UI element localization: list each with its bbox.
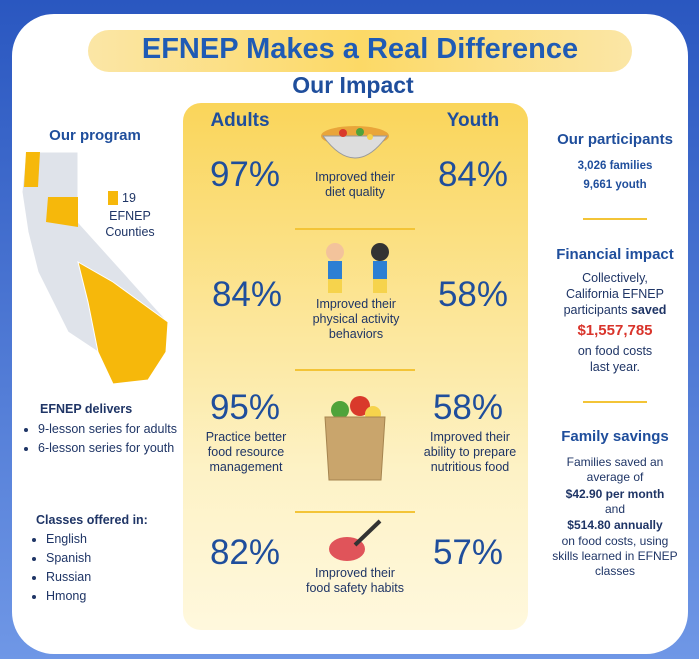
title: EFNEP Makes a Real Difference [141,33,579,65]
subtitle: Our Impact [292,72,414,98]
annual-savings: $514.80 annually [567,518,663,532]
monthly-savings: $42.90 per month [565,487,665,501]
impact-label: Improved their food safety habits [306,566,404,595]
exercise-icon [326,243,389,293]
youth-heading: Youth [446,110,500,131]
financial-text: Collectively, California EFNEP participa… [556,270,674,318]
impact-label: Practice better food resource management [205,430,287,474]
impact-label: Improved their physical activity behavio… [312,297,400,341]
emphasis: saved [630,303,667,317]
divider [583,218,647,220]
youth-percent: 84% [437,155,509,194]
savings-text: Families saved an average of [566,455,664,484]
divider [295,511,415,513]
list-item: 9-lesson series for adults [38,420,178,439]
youth-percent: 58% [437,275,509,314]
youth-count: 9,661 youth [583,179,647,191]
list-item: Hmong [46,587,166,606]
impact-label: Improved their ability to prepare nutrit… [423,430,517,474]
list-item: Russian [46,568,166,587]
savings-amount: $1,557,785 [577,322,653,339]
youth-percent: 57% [432,533,504,572]
adults-heading: Adults [210,110,270,131]
adults-percent: 95% [209,388,281,427]
adults-percent: 97% [209,155,281,194]
participants-heading: Our participants [557,131,673,148]
divider [295,369,415,371]
youth-percent: 58% [432,388,504,427]
thermometer-icon [329,519,382,561]
adults-percent: 82% [209,533,281,572]
divider [295,228,415,230]
list-item: English [46,530,166,549]
delivers-list: 9-lesson series for adults 6-lesson seri… [22,420,178,458]
california-map [21,152,169,385]
legend-swatch [108,191,118,205]
savings-heading: Family savings [561,428,669,445]
title-banner [88,30,632,72]
counties-number: 19 [122,191,136,205]
soup-icon [321,126,389,159]
savings-text: on food costs, using skills learned in E… [552,534,678,578]
adults-percent: 84% [211,275,283,314]
classes-list: English Spanish Russian Hmong [30,530,166,606]
families-count: 3,026 families [577,160,653,172]
list-item: 6-lesson series for youth [38,439,178,458]
text: Collectively, California EFNEP participa… [563,271,664,317]
savings-text: and [604,502,626,516]
delivers-heading: EFNEP delivers [40,402,133,416]
grocery-icon [324,396,386,481]
impact-label: Improved their diet quality [315,170,395,199]
financial-heading: Financial impact [556,246,674,263]
program-heading: Our program [49,127,141,144]
financial-text: on food costs last year. [577,344,653,374]
classes-heading: Classes offered in: [36,513,148,527]
counties-label: EFNEP Counties [105,209,155,239]
list-item: Spanish [46,549,166,568]
divider [583,401,647,403]
